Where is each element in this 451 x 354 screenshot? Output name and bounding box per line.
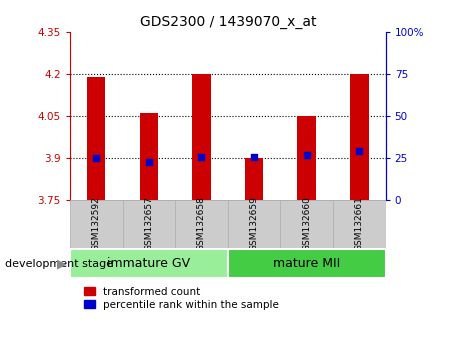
Bar [245,158,263,200]
Text: GSM132592: GSM132592 [92,196,101,251]
Bar [192,74,211,200]
Point [145,159,152,165]
FancyBboxPatch shape [228,249,386,278]
Bar [87,77,106,200]
Point [198,155,205,160]
Bar [298,116,316,200]
Text: GSM132661: GSM132661 [355,196,364,251]
Text: ▶: ▶ [57,257,67,270]
Text: immature GV: immature GV [107,257,190,270]
Text: GSM132660: GSM132660 [302,196,311,251]
Text: development stage: development stage [5,259,113,269]
Text: GSM132659: GSM132659 [249,196,258,251]
Bar [140,113,158,200]
FancyBboxPatch shape [70,249,228,278]
Text: GSM132657: GSM132657 [144,196,153,251]
Legend: transformed count, percentile rank within the sample: transformed count, percentile rank withi… [84,287,279,310]
Point [356,148,363,154]
Point [250,155,258,160]
Text: mature MII: mature MII [273,257,341,270]
Point [92,155,100,161]
Point [303,152,310,158]
Text: GSM132658: GSM132658 [197,196,206,251]
Bar [350,74,368,200]
Title: GDS2300 / 1439070_x_at: GDS2300 / 1439070_x_at [139,16,316,29]
